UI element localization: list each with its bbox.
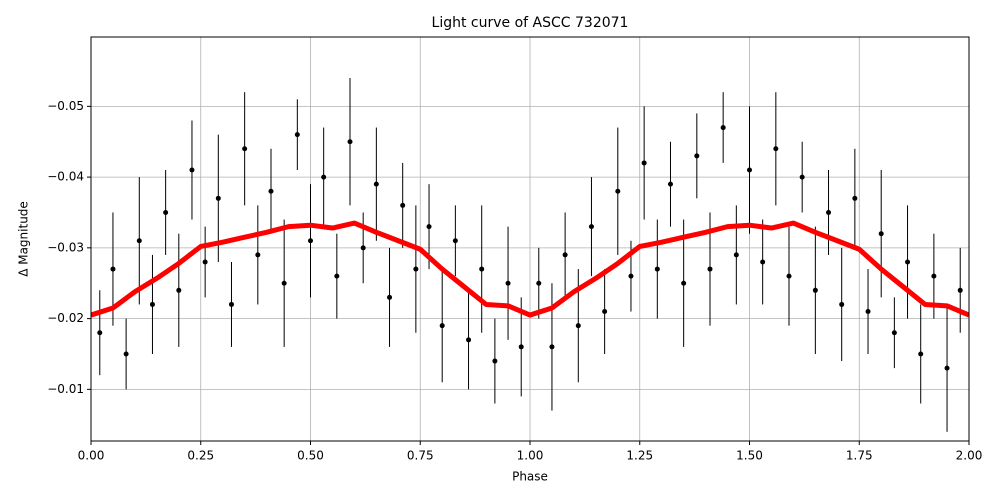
- x-tick-label: 1.50: [736, 449, 763, 463]
- y-tick-label: −0.01: [47, 382, 84, 396]
- plot-area: [91, 78, 969, 432]
- data-point: [400, 202, 406, 208]
- data-point: [228, 301, 234, 307]
- data-point: [733, 252, 739, 258]
- data-point: [826, 209, 832, 215]
- data-point: [439, 323, 445, 329]
- data-point: [176, 287, 182, 293]
- data-point: [492, 358, 498, 364]
- data-point: [110, 266, 116, 272]
- data-point: [957, 287, 963, 293]
- y-tick-label: −0.03: [47, 240, 84, 254]
- data-point: [281, 280, 287, 286]
- data-point: [136, 238, 142, 244]
- data-point: [602, 309, 608, 315]
- data-point: [149, 301, 155, 307]
- data-point: [536, 280, 542, 286]
- x-tick-label: 0.50: [297, 449, 324, 463]
- data-point: [242, 146, 248, 152]
- chart-title: Light curve of ASCC 732071: [432, 15, 629, 31]
- data-point: [905, 259, 911, 265]
- data-point: [347, 139, 353, 145]
- data-point: [654, 266, 660, 272]
- data-point: [694, 153, 700, 159]
- data-point: [918, 351, 924, 357]
- data-point: [641, 160, 647, 166]
- data-point: [799, 174, 805, 180]
- y-tick-label: −0.05: [47, 99, 84, 113]
- data-point: [466, 337, 472, 343]
- y-tick-label: −0.02: [47, 311, 84, 325]
- data-point: [360, 245, 366, 251]
- data-point: [707, 266, 713, 272]
- data-point: [812, 287, 818, 293]
- data-point: [373, 181, 379, 187]
- x-tick-label: 0.25: [187, 449, 214, 463]
- data-point: [891, 330, 897, 336]
- data-point: [189, 167, 195, 173]
- data-point: [786, 273, 792, 279]
- data-point: [773, 146, 779, 152]
- data-point: [255, 252, 261, 258]
- data-point: [588, 224, 594, 230]
- data-point: [549, 344, 555, 350]
- data-point: [268, 188, 274, 194]
- data-point: [202, 259, 208, 265]
- data-point: [505, 280, 511, 286]
- data-point: [839, 301, 845, 307]
- data-point: [865, 309, 871, 315]
- x-tick-label: 0.00: [78, 449, 105, 463]
- data-point: [878, 231, 884, 237]
- data-point: [760, 259, 766, 265]
- data-point: [615, 188, 621, 194]
- data-point: [308, 238, 313, 244]
- x-tick-label: 1.00: [517, 449, 544, 463]
- x-tick-label: 1.75: [846, 449, 873, 463]
- data-point: [321, 174, 327, 180]
- model-line: [91, 220, 969, 318]
- data-point: [426, 224, 432, 230]
- data-point: [720, 125, 726, 131]
- data-point: [562, 252, 568, 258]
- x-axis-label: Phase: [512, 470, 548, 484]
- data-point: [667, 181, 673, 187]
- data-point: [479, 266, 485, 272]
- data-point: [163, 209, 169, 215]
- data-point: [387, 294, 393, 300]
- data-point: [575, 323, 581, 329]
- data-point: [97, 330, 103, 336]
- data-point: [413, 266, 419, 272]
- data-point: [931, 273, 937, 279]
- data-point: [518, 344, 524, 350]
- x-tick-label: 0.75: [407, 449, 434, 463]
- data-point: [215, 195, 221, 201]
- ticks: 0.00 0.25 0.50 0.75 1.00 1.25 1.50 1.75 2.00 −0.0…: [47, 99, 982, 463]
- y-axis-label: Δ Magnitude: [17, 201, 31, 277]
- grid: [90, 37, 970, 441]
- data-point: [747, 167, 752, 173]
- data-point: [681, 280, 687, 286]
- data-point: [334, 273, 340, 279]
- x-tick-label: 2.00: [956, 449, 983, 463]
- data-point: [294, 132, 300, 138]
- y-tick-label: −0.04: [47, 170, 84, 184]
- data-point: [944, 365, 950, 371]
- data-point: [452, 238, 458, 244]
- data-point: [628, 273, 634, 279]
- data-point: [852, 195, 858, 201]
- x-tick-label: 1.25: [626, 449, 653, 463]
- data-point: [123, 351, 129, 357]
